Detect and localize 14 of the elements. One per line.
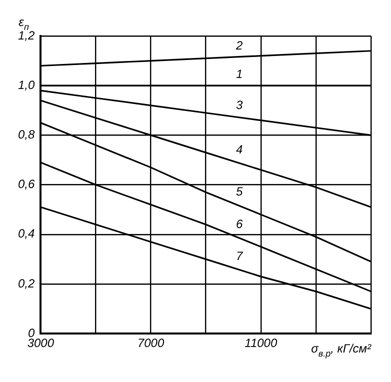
y-tick-label: 0,8: [18, 128, 35, 142]
series-label: 7: [236, 249, 244, 264]
series-label: 6: [236, 216, 244, 231]
y-tick-label: 1,0: [18, 78, 35, 92]
series-label: 1: [236, 66, 243, 81]
x-tick-label: 7000: [137, 336, 164, 350]
series-label: 3: [236, 98, 244, 112]
y-tick-label: 0,6: [18, 177, 35, 192]
series-label: 2: [235, 38, 244, 52]
series-label: 4: [236, 142, 244, 157]
y-tick-label: 0,4: [18, 226, 35, 241]
y-tick-label: 0,2: [18, 276, 35, 290]
series-label: 5: [236, 184, 244, 199]
x-tick-label: 11000: [244, 336, 278, 350]
